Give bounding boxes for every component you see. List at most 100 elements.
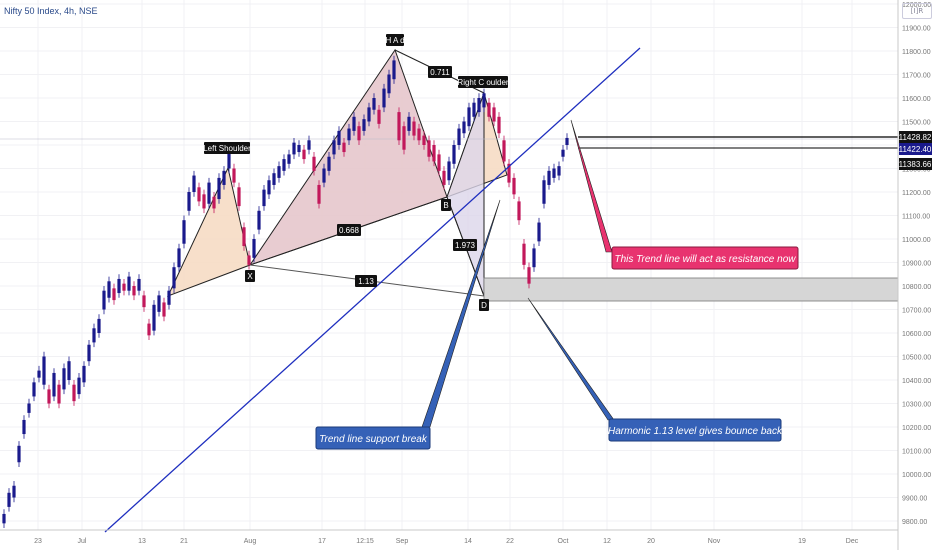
candle [442, 170, 446, 185]
tradingview-logo-icon: [I]R [902, 3, 932, 19]
ratio-1973: 1.973 [455, 241, 476, 250]
candle [547, 170, 551, 185]
candles [2, 55, 569, 529]
candle [92, 328, 96, 343]
candle [522, 243, 526, 265]
candle [497, 116, 501, 134]
candle [112, 288, 116, 301]
candle [117, 278, 121, 294]
candle [72, 384, 76, 402]
y-tick-label: 9800.00 [902, 519, 927, 526]
y-tick-label: 9900.00 [902, 496, 927, 503]
candle [152, 304, 156, 331]
x-tick-label: Jul [78, 538, 87, 545]
candle [237, 187, 241, 207]
candle [102, 290, 106, 310]
candle [357, 126, 361, 141]
candle [422, 135, 426, 145]
candle [67, 361, 71, 380]
candle [97, 318, 101, 333]
x-tick-label: Oct [558, 538, 569, 545]
price-badge-1: 11428.82 [899, 133, 932, 142]
y-tick-label: 11100.00 [902, 214, 930, 221]
label-right-shoulder: Right C oulder [457, 78, 508, 87]
y-tick-label: 10900.00 [902, 261, 931, 268]
candle [137, 278, 141, 291]
pattern-labels: Left Shoulder H A d Right C oulder X B D… [203, 34, 509, 311]
candle [277, 166, 281, 178]
candle [242, 227, 246, 247]
x-tick-label: 17 [318, 538, 326, 545]
y-tick-label: 12000.00 [902, 2, 931, 9]
y-tick-label: 10100.00 [902, 449, 931, 456]
bounce-arrow [527, 297, 615, 421]
candle [397, 112, 401, 141]
candle [52, 372, 56, 397]
candle [207, 182, 211, 204]
candle [447, 161, 451, 181]
candle [427, 140, 431, 157]
candle [27, 403, 31, 413]
trendline [104, 47, 641, 533]
y-tick-label: 10600.00 [902, 331, 931, 338]
x-tick-label: 13 [138, 538, 146, 545]
candle [352, 116, 356, 131]
candle [282, 159, 286, 171]
x-tick-label: Nov [708, 538, 721, 545]
label-d: D [481, 301, 487, 310]
candle [222, 170, 226, 185]
y-tick-label: 11700.00 [902, 73, 931, 80]
candle [512, 177, 516, 195]
candle [77, 377, 81, 395]
y-tick-label: 10300.00 [902, 402, 931, 409]
x-tick-label: Aug [244, 538, 257, 545]
candle [122, 283, 126, 291]
resistance-arrow [570, 119, 613, 253]
candle [107, 281, 111, 298]
time-axis[interactable]: 23 Jul 13 21 Aug 17 12:15 Sep 14 22 Oct 12 20 Nov 19 De… [0, 529, 898, 545]
candle [62, 368, 66, 390]
x-tick-label: 12:15 [356, 538, 374, 545]
x-tick-label: 21 [180, 538, 188, 545]
candle [317, 184, 321, 204]
price-axis[interactable]: 12000.00 11900.00 11800.00 11700.00 11600.00… [897, 0, 932, 550]
candle [167, 290, 171, 305]
label-x: X [247, 272, 253, 281]
candle [527, 267, 531, 284]
grid [0, 0, 898, 530]
candle [327, 156, 331, 171]
candle [502, 140, 506, 162]
candle [12, 485, 16, 498]
y-tick-label: 10400.00 [902, 378, 931, 385]
candle [172, 267, 176, 289]
candle [367, 107, 371, 122]
candle [197, 187, 201, 202]
y-tick-label: 10200.00 [902, 425, 931, 432]
callout-resistance: This Trend line will act as resistance n… [615, 254, 797, 265]
callout-bounce: Harmonic 1.13 level gives bounce back [608, 426, 783, 437]
ratio-0711: 0.711 [430, 68, 450, 77]
callout-support-break: Trend line support break [319, 434, 428, 445]
candle [561, 149, 565, 157]
candle [302, 149, 306, 160]
candle [47, 389, 51, 404]
candle [7, 492, 11, 507]
candle [402, 126, 406, 150]
x-tick-label: Sep [396, 538, 409, 545]
candle [537, 222, 541, 242]
candle [507, 163, 511, 183]
candle [157, 295, 161, 312]
y-tick-label: 11600.00 [902, 96, 931, 103]
candle [247, 255, 251, 265]
callout-arrows [421, 119, 615, 428]
candle [372, 98, 376, 110]
candle [362, 119, 366, 131]
candle [322, 168, 326, 183]
candle [552, 168, 556, 178]
candle [187, 192, 191, 211]
price-badges: 11428.82 11422.40 11383.66 [899, 131, 932, 170]
candle [437, 154, 441, 171]
label-left-shoulder: Left Shoulder [203, 144, 251, 153]
x-tick-label: 23 [34, 538, 42, 545]
